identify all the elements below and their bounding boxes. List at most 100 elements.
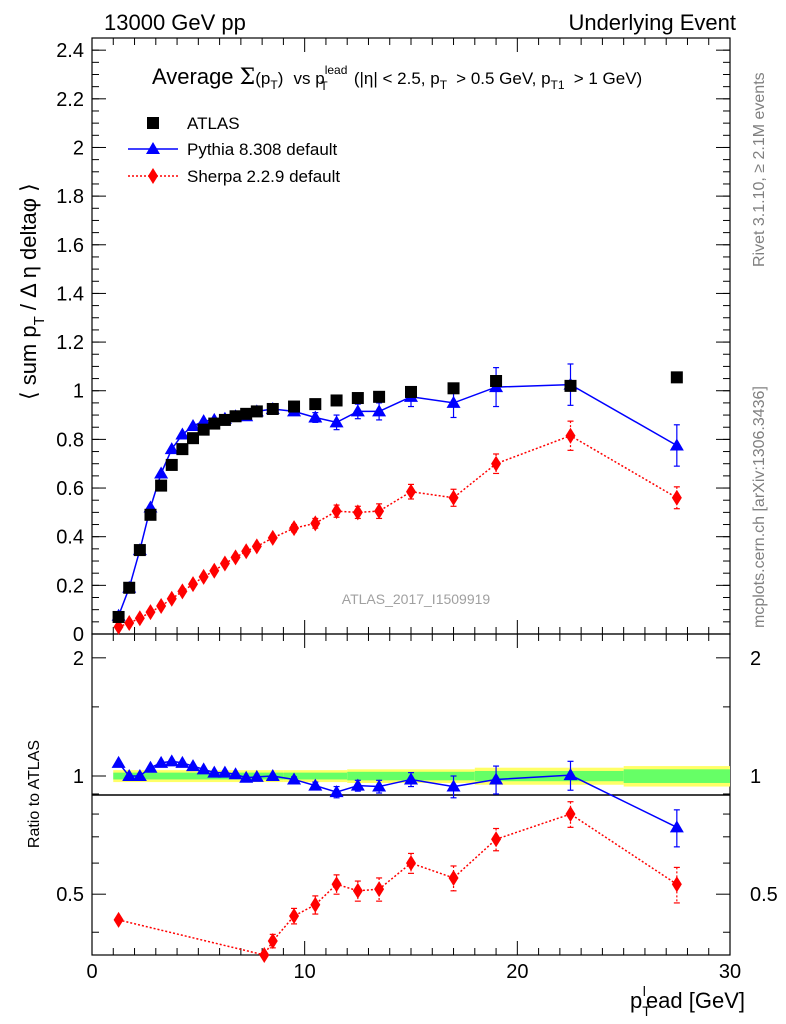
- atlas-point: [447, 382, 460, 395]
- ratio-pythia-point: [287, 772, 302, 785]
- ratio-sherpa-line: [118, 813, 678, 956]
- title-pt-close: ): [278, 69, 284, 88]
- ratio-pythia-point: [265, 769, 280, 782]
- legend-atlas-label: ATLAS: [187, 114, 240, 133]
- atlas-point: [197, 423, 210, 436]
- ratio-pythia-point: [154, 755, 169, 768]
- ratio-band-inner-segment: [623, 769, 730, 783]
- pythia-point: [164, 442, 179, 455]
- title-sub-t2: T: [320, 79, 328, 93]
- ratio-pythia-point: [132, 769, 147, 782]
- atlas-point: [564, 379, 577, 392]
- main-y-tick-label: 2.4: [56, 40, 84, 62]
- atlas-point: [351, 392, 364, 405]
- main-series: [111, 363, 684, 635]
- title-sub-t1: T1: [551, 78, 565, 92]
- sherpa-point: [267, 529, 278, 546]
- ratio-sherpa-point: [671, 876, 682, 893]
- main-y-tick-label: 1.8: [56, 186, 84, 208]
- pythia-point: [350, 404, 365, 417]
- ylabel-part-a: ⟨ sum p: [16, 325, 41, 400]
- ratio-pythia-point: [122, 769, 137, 782]
- plot-title: Average Σ(pT) vs plead T (|η| < 2.5, pT >…: [152, 63, 642, 95]
- ratio-pythia-point: [489, 772, 504, 785]
- atlas-point: [229, 410, 242, 423]
- xlabel-sup: l: [643, 983, 646, 999]
- analysis-watermark: ATLAS_2017_I1509919: [342, 591, 491, 607]
- ratio-sherpa-point: [448, 869, 459, 886]
- main-y-tick-label: 2: [73, 137, 84, 159]
- pythia-point: [372, 404, 387, 417]
- ratio-pythia-point: [217, 765, 232, 778]
- ratio-sherpa-point: [565, 806, 576, 823]
- sherpa-point: [219, 555, 230, 572]
- ratio-pythia-point: [308, 778, 323, 791]
- sherpa-point: [230, 549, 241, 566]
- legend-pythia-label: Pythia 8.308 default: [187, 140, 338, 159]
- ratio-sherpa-point: [331, 876, 342, 893]
- legend: ATLAS Pythia 8.308 default Sherpa 2.2.9 …: [128, 114, 340, 186]
- ratio-y-tick-label: 1: [73, 766, 84, 788]
- sherpa-point: [124, 615, 135, 632]
- ratio-band-inner-segment: [113, 772, 252, 780]
- ratio-sherpa-point: [406, 855, 416, 872]
- pythia-point: [669, 438, 684, 451]
- sherpa-point: [448, 489, 459, 506]
- sherpa-point: [209, 562, 220, 579]
- title-cuts1: (|η| < 2.5, p: [354, 69, 440, 88]
- main-y-tick-label: 0.2: [56, 575, 84, 597]
- xlabel-sub: T: [642, 1003, 651, 1019]
- xlabel-rest: ead [GeV]: [646, 988, 745, 1013]
- pythia-point: [329, 415, 344, 428]
- sherpa-point: [331, 503, 342, 520]
- pythia-point: [196, 414, 211, 427]
- atlas-point: [330, 394, 343, 407]
- atlas-point: [144, 508, 157, 521]
- atlas-point: [240, 407, 253, 420]
- ratio-sherpa-point: [289, 907, 300, 924]
- header-right: Underlying Event: [568, 10, 736, 35]
- sherpa-point: [188, 576, 199, 593]
- rivet-label: Rivet 3.1.10, ≥ 2.1M events: [751, 72, 768, 267]
- atlas-point: [670, 371, 683, 384]
- sherpa-point: [310, 515, 321, 532]
- ylabel-sub: T: [31, 316, 48, 325]
- pythia-point: [175, 427, 190, 440]
- x-tick-label: 10: [294, 961, 316, 983]
- ratio-pythia-point: [446, 779, 461, 792]
- sherpa-point: [156, 598, 167, 615]
- atlas-point: [218, 413, 231, 426]
- ylabel-part-b: / Δ η deltaφ ⟩: [16, 183, 41, 316]
- sherpa-point: [289, 520, 300, 537]
- main-y-tick-label: 1.6: [56, 235, 84, 257]
- main-y-tick-label: 0.4: [56, 527, 84, 549]
- ratio-y-tick-label-right: 1: [750, 766, 761, 788]
- title-sub-t3: T: [440, 78, 448, 92]
- ratio-sherpa-point: [310, 896, 321, 913]
- ratio-pythia-point: [207, 765, 222, 778]
- title-pt-open: (p: [255, 69, 270, 88]
- sherpa-point: [491, 455, 502, 472]
- pythia-point: [308, 410, 323, 423]
- main-y-tick-label: 1.4: [56, 283, 84, 305]
- ratio-pythia-point: [372, 779, 387, 792]
- ratio-y-tick-label-right: 0.5: [750, 884, 778, 906]
- sherpa-point: [145, 604, 156, 621]
- ratio-pythia-point: [249, 769, 264, 782]
- title-sup-lead: lead: [325, 63, 348, 77]
- sherpa-point: [198, 568, 209, 585]
- main-y-axis-label: ⟨ sum pT / Δ η deltaφ ⟩: [16, 183, 48, 400]
- ratio-sherpa-point: [491, 831, 502, 848]
- atlas-point: [133, 544, 146, 557]
- x-tick-label: 0: [86, 961, 97, 983]
- legend-pythia-marker: [146, 142, 160, 154]
- ratio-y-tick-label: 0.5: [56, 884, 84, 906]
- header-left: 13000 GeV pp: [104, 10, 246, 35]
- axis-ticks: 0 0.2 0.4 0.6 0.8 1 1.2 1.4 1.6 1.8 2 2.2 2.4 0 10 20 30…: [56, 37, 778, 983]
- sherpa-point: [134, 610, 145, 627]
- legend-atlas-marker: [147, 117, 159, 129]
- atlas-point: [155, 479, 168, 492]
- ratio-y-axis-label: Ratio to ATLAS: [26, 740, 43, 848]
- ratio-pythia-point: [239, 770, 254, 783]
